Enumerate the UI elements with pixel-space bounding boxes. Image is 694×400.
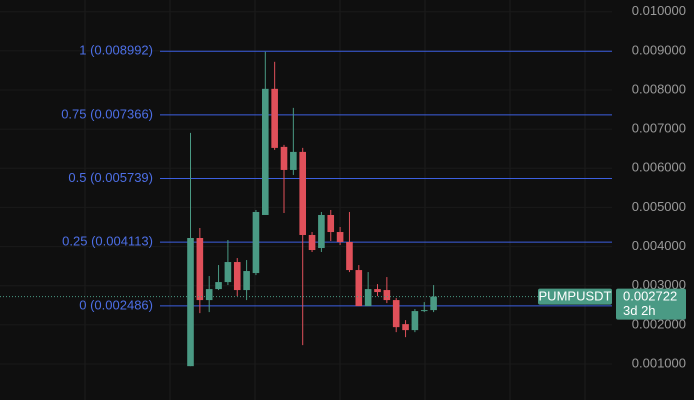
y-tick-label: 0.004000 <box>632 238 686 253</box>
candle-body <box>420 310 428 312</box>
candle-body <box>196 238 204 301</box>
vertical-grid <box>84 0 586 400</box>
fib-label: 0.25 (0.004113) <box>62 234 153 249</box>
candle-body <box>299 151 306 235</box>
y-tick-label: 0.001000 <box>632 355 686 370</box>
price-label: 0.002722 <box>623 289 677 304</box>
candle-body <box>233 262 241 291</box>
candle-body <box>308 234 316 251</box>
y-tick-label: 0.005000 <box>632 199 686 214</box>
y-tick-label: 0.009000 <box>632 42 686 57</box>
y-tick-label: 0.006000 <box>632 160 686 175</box>
price-tag <box>616 288 686 320</box>
fib-label: 0.5 (0.005739) <box>68 170 153 185</box>
candle-body <box>374 289 381 293</box>
candle-body <box>336 232 344 242</box>
candle-body <box>383 290 391 301</box>
candle-body <box>290 151 297 170</box>
y-tick-label: 0.003000 <box>632 277 686 292</box>
y-tick-label: 0.007000 <box>632 121 686 136</box>
candle-body <box>243 271 250 291</box>
candle-body <box>327 214 335 233</box>
fib-label: 0 (0.002486) <box>79 297 153 312</box>
candle-body <box>411 311 419 331</box>
symbol-tag <box>538 288 612 305</box>
candle-body <box>224 262 232 283</box>
candle-body <box>346 241 353 271</box>
candle-body <box>430 296 437 311</box>
y-tick-label: 0.008000 <box>632 81 686 96</box>
candle-body <box>392 300 400 328</box>
countdown-label: 3d 2h <box>623 303 656 318</box>
fib-label: 0.75 (0.007366) <box>61 106 153 121</box>
candle-body <box>402 324 409 331</box>
candle-body <box>262 88 269 215</box>
y-tick-label: 0.010000 <box>632 3 686 18</box>
candle-body <box>280 146 288 170</box>
candle-body <box>252 211 260 274</box>
y-tick-label: 0.002000 <box>632 316 686 331</box>
symbol-label: PUMPUSDT <box>539 289 612 304</box>
candle-body <box>271 88 278 148</box>
candle-body <box>355 270 363 307</box>
candle-body <box>205 289 213 301</box>
candle-body <box>215 282 222 290</box>
candle-body <box>187 238 194 367</box>
fib-label: 1 (0.008992) <box>79 43 153 58</box>
candle-body <box>364 289 372 307</box>
candle-body <box>318 214 325 249</box>
